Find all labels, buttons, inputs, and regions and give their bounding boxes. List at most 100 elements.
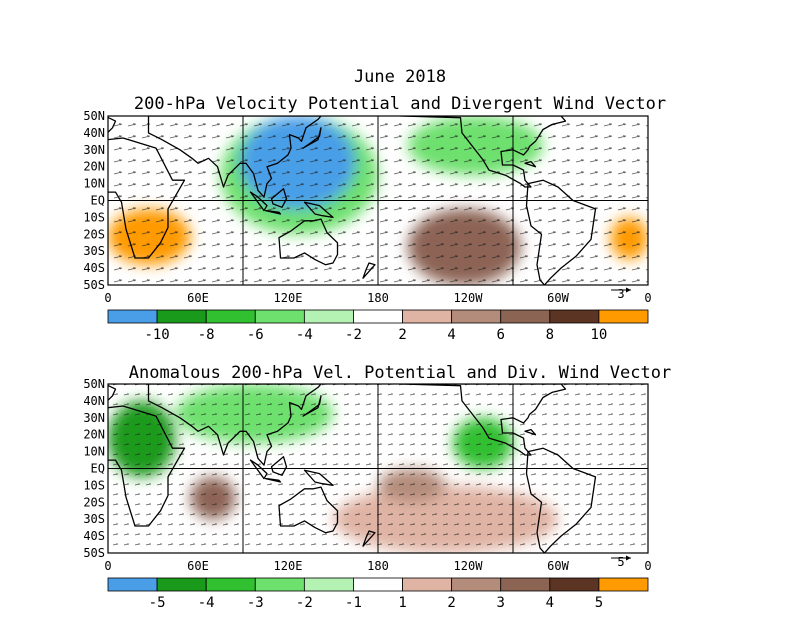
colorbar-label: 5: [595, 595, 603, 611]
reference-vector: 5: [611, 555, 631, 569]
map-frame: [107, 383, 649, 554]
coastline-10: [525, 447, 597, 553]
lat-label: 50S: [83, 546, 105, 560]
lat-label: 20S: [83, 495, 105, 509]
lon-label: 0: [104, 291, 111, 305]
colorbar-segment: [500, 577, 551, 592]
lon-label: 0: [644, 291, 651, 305]
lon-label: 60W: [547, 559, 569, 573]
lat-label: 40S: [83, 529, 105, 543]
lat-label: 30N: [83, 143, 105, 157]
coastline-1: [147, 116, 322, 198]
lon-label: 180: [367, 291, 389, 305]
coastline-8: [362, 262, 376, 279]
colorbar-label: 4: [546, 595, 554, 611]
colorbar-segment: [402, 577, 453, 592]
lat-label: 30N: [83, 411, 105, 425]
lon-label: 0: [644, 559, 651, 573]
lat-label: 10N: [83, 177, 105, 191]
lon-label: 60W: [547, 291, 569, 305]
colorbar-segment: [353, 309, 403, 324]
lat-label: 10S: [83, 210, 105, 224]
colorbar-segment: [598, 309, 649, 324]
coastline-2: [278, 486, 339, 534]
lon-label: 60E: [187, 291, 209, 305]
lon-label: 0: [104, 559, 111, 573]
coastline-4: [264, 209, 282, 215]
reference-vector-label: 5: [617, 555, 624, 569]
map-frame: [107, 115, 649, 286]
coastline-6: [303, 469, 334, 487]
colorbar-segment: [156, 577, 207, 592]
colorbar-segment: [303, 309, 354, 324]
coastline-11: [524, 160, 537, 168]
colorbar-segment: [303, 577, 354, 592]
colorbar-segment: [598, 577, 649, 592]
colorbar-label: 10: [590, 327, 607, 343]
coastline-5: [270, 456, 288, 476]
lat-label: 50N: [83, 377, 105, 391]
colorbar-segment: [549, 309, 600, 324]
coastline-7: [302, 127, 322, 149]
colorbar-label: -4: [198, 595, 215, 611]
colorbar-label: -10: [144, 327, 169, 343]
lat-label: 50S: [83, 278, 105, 292]
panel2-title: Anomalous 200-hPa Vel. Potential and Div…: [128, 363, 672, 383]
lat-label: EQ: [91, 462, 105, 476]
colorbar-segment: [451, 309, 502, 324]
coastline-5: [270, 188, 288, 208]
colorbar-label: 1: [398, 595, 406, 611]
coastline-3: [249, 191, 268, 212]
colorbar-label: 2: [447, 595, 455, 611]
panel1-title: 200-hPa Velocity Potential and Divergent…: [133, 94, 667, 114]
coastline-0: [108, 405, 186, 527]
reference-vector-label: 3: [617, 287, 624, 301]
colorbar-label: -2: [296, 595, 313, 611]
lon-label: 120E: [274, 559, 303, 573]
coastline-7: [302, 395, 322, 417]
colorbar-label: -8: [198, 327, 215, 343]
figure-title: June 2018: [353, 67, 447, 87]
lat-label: 40N: [83, 126, 105, 140]
colorbar-label: -5: [149, 595, 166, 611]
coastline-6: [303, 201, 334, 219]
coastline-0: [108, 137, 186, 259]
lat-label: 20N: [83, 428, 105, 442]
lat-label: 40S: [83, 261, 105, 275]
lon-label: 120W: [454, 291, 484, 305]
colorbar-label: 2: [398, 327, 406, 343]
coastline-2: [278, 218, 339, 266]
colorbar-label: -6: [247, 327, 264, 343]
coastline-3: [249, 459, 268, 480]
coastline-11: [524, 428, 537, 436]
lat-label: 10N: [83, 445, 105, 459]
colorbar-segment: [205, 309, 256, 324]
colorbar-label: -4: [296, 327, 313, 343]
lat-label: 50N: [83, 109, 105, 123]
lat-label: 20S: [83, 227, 105, 241]
colorbar-label: -3: [247, 595, 264, 611]
colorbar-segment: [451, 577, 502, 592]
coastline-10: [525, 179, 597, 285]
lon-label: 120W: [454, 559, 484, 573]
colorbar-label: 3: [497, 595, 505, 611]
coastline-4: [264, 477, 282, 483]
lon-label: 60E: [187, 559, 209, 573]
lat-label: EQ: [91, 194, 105, 208]
coastline-8: [362, 530, 376, 547]
lon-label: 120E: [274, 291, 303, 305]
colorbar-segment: [254, 309, 305, 324]
lat-label: 30S: [83, 244, 105, 258]
colorbar-segment: [353, 577, 403, 592]
colorbar-segment: [205, 577, 256, 592]
colorbar-segment: [402, 309, 453, 324]
colorbar-label: 4: [447, 327, 455, 343]
colorbar-label: 8: [546, 327, 554, 343]
colorbar-segment: [500, 309, 551, 324]
lat-label: 40N: [83, 394, 105, 408]
lon-label: 180: [367, 559, 389, 573]
colorbar-segment: [549, 577, 600, 592]
